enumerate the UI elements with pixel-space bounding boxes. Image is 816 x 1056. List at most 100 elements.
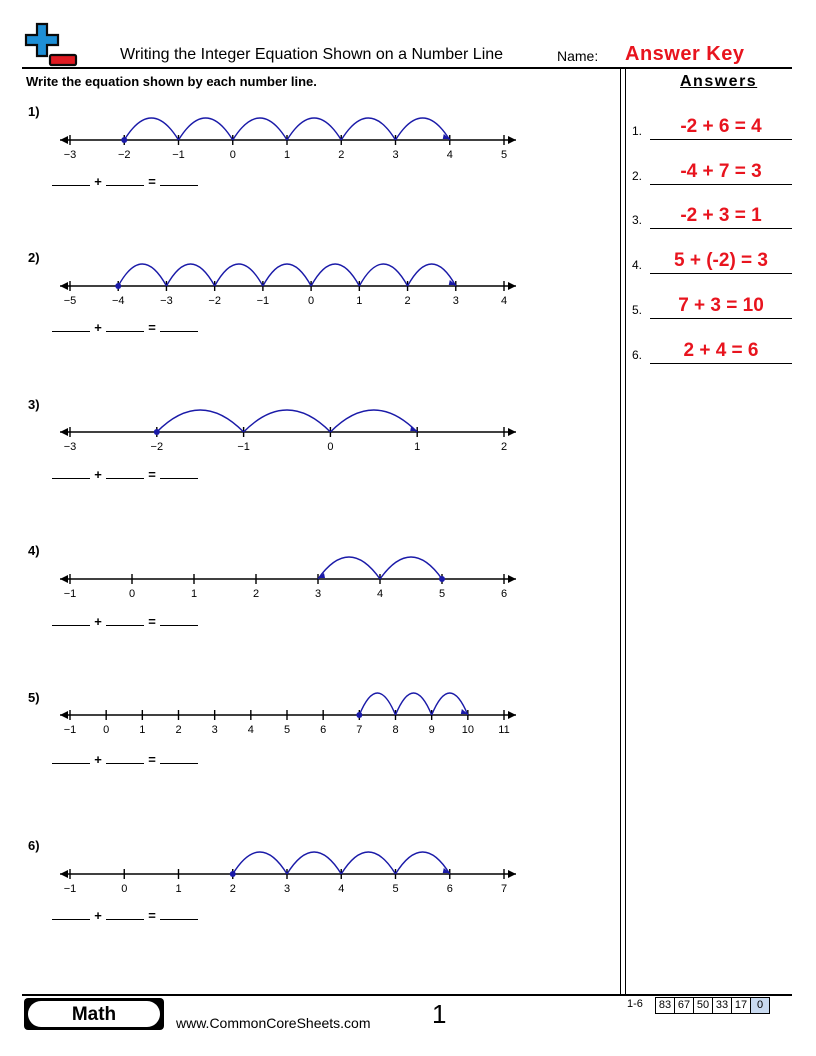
answer-row: 5. 7 + 3 = 10 <box>632 289 792 319</box>
column-divider <box>620 69 621 994</box>
tick-label: 0 <box>103 724 109 736</box>
tick-label: 0 <box>129 588 135 600</box>
start-point <box>439 576 445 582</box>
page-number: 1 <box>432 999 447 1029</box>
blank-line[interactable] <box>160 320 198 332</box>
answer-number: 3. <box>632 213 643 227</box>
hop-arc <box>406 263 457 287</box>
blank-line[interactable] <box>52 614 90 626</box>
tick-label: 0 <box>308 295 314 307</box>
tick-label: 7 <box>356 724 362 736</box>
axis-arrow-left-icon <box>60 711 68 719</box>
tick-label: −1 <box>64 883 77 895</box>
blank-line[interactable] <box>52 908 90 920</box>
tick-label: −3 <box>64 441 77 453</box>
axis-arrow-left-icon <box>60 575 68 583</box>
start-point <box>121 137 128 143</box>
blank-line[interactable] <box>160 908 198 920</box>
hop-arc <box>232 851 288 875</box>
start-point <box>229 871 236 877</box>
tick-label: 5 <box>439 588 445 600</box>
tick-label: 2 <box>230 883 236 895</box>
equation-blanks[interactable]: + = <box>52 320 198 335</box>
equation-blanks[interactable]: + = <box>52 174 198 189</box>
hop-arrow-icon <box>318 573 325 578</box>
blank-line[interactable] <box>52 467 90 479</box>
answer-text: 7 + 3 = 10 <box>678 295 764 316</box>
equals-sign: = <box>148 908 156 923</box>
blank-line[interactable] <box>106 614 144 626</box>
tick-label: 11 <box>498 724 509 736</box>
blank-line[interactable] <box>106 320 144 332</box>
equation-blanks[interactable]: + = <box>52 752 198 767</box>
number-line-6: −1 0 1 2 3 4 5 6 7 <box>60 851 516 895</box>
answer-text: -4 + 7 = 3 <box>680 161 762 182</box>
blank-line[interactable] <box>160 752 198 764</box>
axis-arrow-right-icon <box>508 711 516 719</box>
tick-label: 5 <box>392 883 398 895</box>
hop-arc <box>286 117 342 141</box>
tick-label: −5 <box>64 295 77 307</box>
blank-line[interactable] <box>106 908 144 920</box>
answer-number: 5. <box>632 303 643 317</box>
tick-label: 6 <box>501 588 507 600</box>
tick-label: 4 <box>447 149 453 161</box>
tick-label: 3 <box>453 295 459 307</box>
hop-arc <box>340 117 397 141</box>
plus-sign: + <box>94 174 102 189</box>
tick-label: 4 <box>338 883 344 895</box>
tick-label: −2 <box>151 441 164 453</box>
tick-label: −3 <box>64 149 77 161</box>
hop-arc <box>358 692 397 716</box>
score-cell: 50 <box>693 997 713 1014</box>
equals-sign: = <box>148 752 156 767</box>
blank-line[interactable] <box>52 752 90 764</box>
equation-blanks[interactable]: + = <box>52 467 198 482</box>
number-line-3: −3 −2 −1 0 1 2 <box>60 409 516 453</box>
plus-sign: + <box>94 614 102 629</box>
tick-label: 4 <box>248 724 254 736</box>
site-url[interactable]: www.CommonCoreSheets.com <box>176 1015 371 1031</box>
tick-label: −1 <box>64 588 77 600</box>
tick-label: 3 <box>284 883 290 895</box>
blank-line[interactable] <box>160 174 198 186</box>
blank-line[interactable] <box>52 174 90 186</box>
answer-line <box>650 363 792 364</box>
answer-text: 2 + 4 = 6 <box>683 340 759 361</box>
equation-blanks[interactable]: + = <box>52 908 198 923</box>
axis-arrow-right-icon <box>508 575 516 583</box>
equation-blanks[interactable]: + = <box>52 614 198 629</box>
number-line-5: −1 0 1 2 3 4 5 6 7 8 9 10 11 <box>60 692 516 736</box>
tick-label: 2 <box>338 149 344 161</box>
blank-line[interactable] <box>106 752 144 764</box>
subject-badge-inner <box>28 1001 160 1027</box>
tick-label: 1 <box>175 883 181 895</box>
tick-label: 3 <box>392 149 398 161</box>
start-point <box>115 283 122 289</box>
hop-arc <box>358 263 409 287</box>
name-label: Name: <box>557 48 599 64</box>
plus-minus-logo-icon <box>24 22 78 67</box>
tick-label: 5 <box>284 724 290 736</box>
tick-label: 2 <box>404 295 410 307</box>
blank-line[interactable] <box>52 320 90 332</box>
blank-line[interactable] <box>160 467 198 479</box>
answer-number: 4. <box>632 258 643 272</box>
equals-sign: = <box>148 320 156 335</box>
answer-text: 5 + (-2) = 3 <box>674 250 768 271</box>
hop-arc <box>156 409 245 433</box>
hop-arc <box>431 692 469 716</box>
tick-label: 1 <box>414 441 420 453</box>
blank-line[interactable] <box>106 174 144 186</box>
problem-number: 4) <box>28 543 40 558</box>
number-line-2: −5 −4 −3 −2 −1 0 1 2 3 4 <box>60 263 516 307</box>
answers-heading: Answers <box>680 73 758 90</box>
blank-line[interactable] <box>106 467 144 479</box>
tick-label: 0 <box>327 441 333 453</box>
score-cell: 17 <box>731 997 751 1014</box>
axis-arrow-left-icon <box>60 136 68 144</box>
score-cell: 33 <box>712 997 732 1014</box>
blank-line[interactable] <box>160 614 198 626</box>
hop-arc <box>394 851 451 875</box>
tick-label: 1 <box>191 588 197 600</box>
